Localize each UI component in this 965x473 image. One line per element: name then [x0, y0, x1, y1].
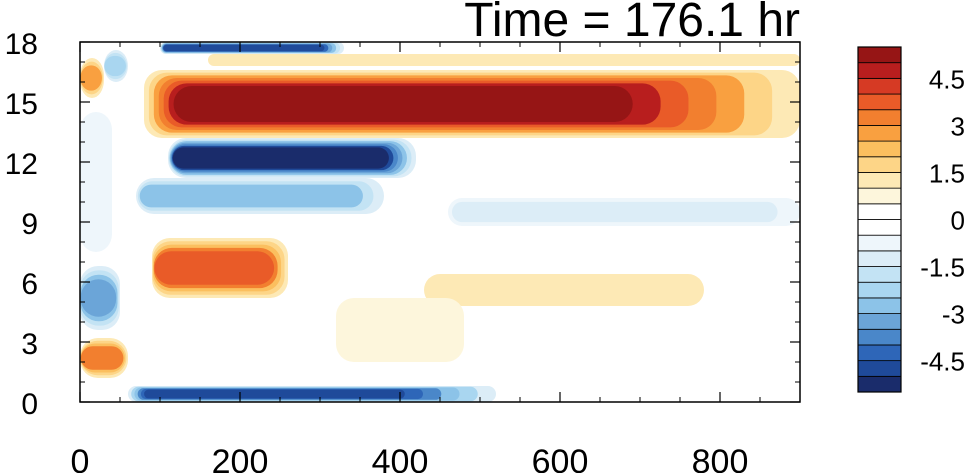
heatmap-cell [163, 44, 325, 52]
y-axis: 0 3 6 9 12 15 18 [5, 28, 800, 421]
heatmap-cell [80, 112, 112, 252]
x-tick-label: 800 [692, 443, 749, 473]
colorbar-label: -1.5 [920, 253, 965, 283]
colorbar-swatch [857, 140, 902, 158]
colorbar-swatch [857, 297, 902, 314]
colorbar-label: 0 [951, 206, 965, 236]
colorbar-swatch [857, 77, 902, 95]
heatmap-field [80, 42, 800, 402]
colorbar-swatch [857, 156, 902, 173]
colorbar-label: 1.5 [929, 158, 965, 188]
y-tick-label: 9 [21, 208, 38, 241]
heatmap-cell [80, 65, 102, 91]
colorbar-label: -3 [942, 300, 965, 330]
colorbar-swatch [857, 109, 902, 126]
heatmap-cell [144, 389, 405, 399]
chart-title: Time = 176.1 hr [464, 0, 800, 47]
heatmap-cell [104, 55, 126, 77]
colorbar-swatch [857, 328, 902, 346]
colorbar-swatch [857, 313, 902, 330]
y-tick-label: 6 [21, 268, 38, 301]
colorbar-swatch [857, 281, 902, 299]
colorbar-swatch [857, 46, 902, 64]
colorbar-swatch [857, 62, 902, 79]
heatmap-cell [424, 274, 704, 306]
heatmap-cell [336, 298, 464, 362]
colorbar-swatch [857, 250, 902, 267]
x-axis: 0 200 400 600 800 [71, 42, 761, 473]
heatmap-cell [173, 86, 633, 122]
colorbar-label: -4.5 [920, 347, 965, 377]
colorbar-swatch [857, 234, 902, 252]
x-tick-label: 200 [212, 443, 269, 473]
colorbar-swatch [857, 219, 902, 236]
x-tick-label: 0 [71, 443, 90, 473]
colorbar-swatch [857, 187, 902, 205]
colorbar-swatch [857, 360, 902, 377]
heatmap-cell [208, 54, 800, 66]
x-tick-label: 600 [532, 443, 589, 473]
colorbar-label: 4.5 [929, 64, 965, 94]
y-tick-label: 3 [21, 328, 38, 361]
x-tick-label: 400 [372, 443, 429, 473]
heatmap-cell [451, 201, 778, 223]
heatmap-cell [154, 251, 275, 285]
colorbar-swatch [857, 203, 902, 220]
y-tick-label: 15 [5, 88, 38, 121]
heatmap-cell [80, 279, 117, 317]
y-tick-label: 0 [21, 388, 38, 421]
colorbar-swatch [857, 125, 902, 142]
colorbar-frame [857, 46, 902, 393]
colorbar-swatch [857, 172, 902, 189]
heatmap-cell [80, 346, 124, 370]
colorbar-swatch [857, 344, 902, 362]
colorbar: 4.5 3 1.5 0 -1.5 -3 -4.5 [857, 46, 965, 393]
colorbar-swatch [857, 266, 902, 283]
colorbar-swatch [857, 375, 902, 393]
heatmap-cell [172, 147, 389, 169]
heatmap-cell [139, 184, 363, 208]
y-tick-label: 12 [5, 148, 38, 181]
y-tick-label: 18 [5, 28, 38, 61]
colorbar-label: 3 [951, 111, 965, 141]
colorbar-swatch [857, 93, 902, 111]
